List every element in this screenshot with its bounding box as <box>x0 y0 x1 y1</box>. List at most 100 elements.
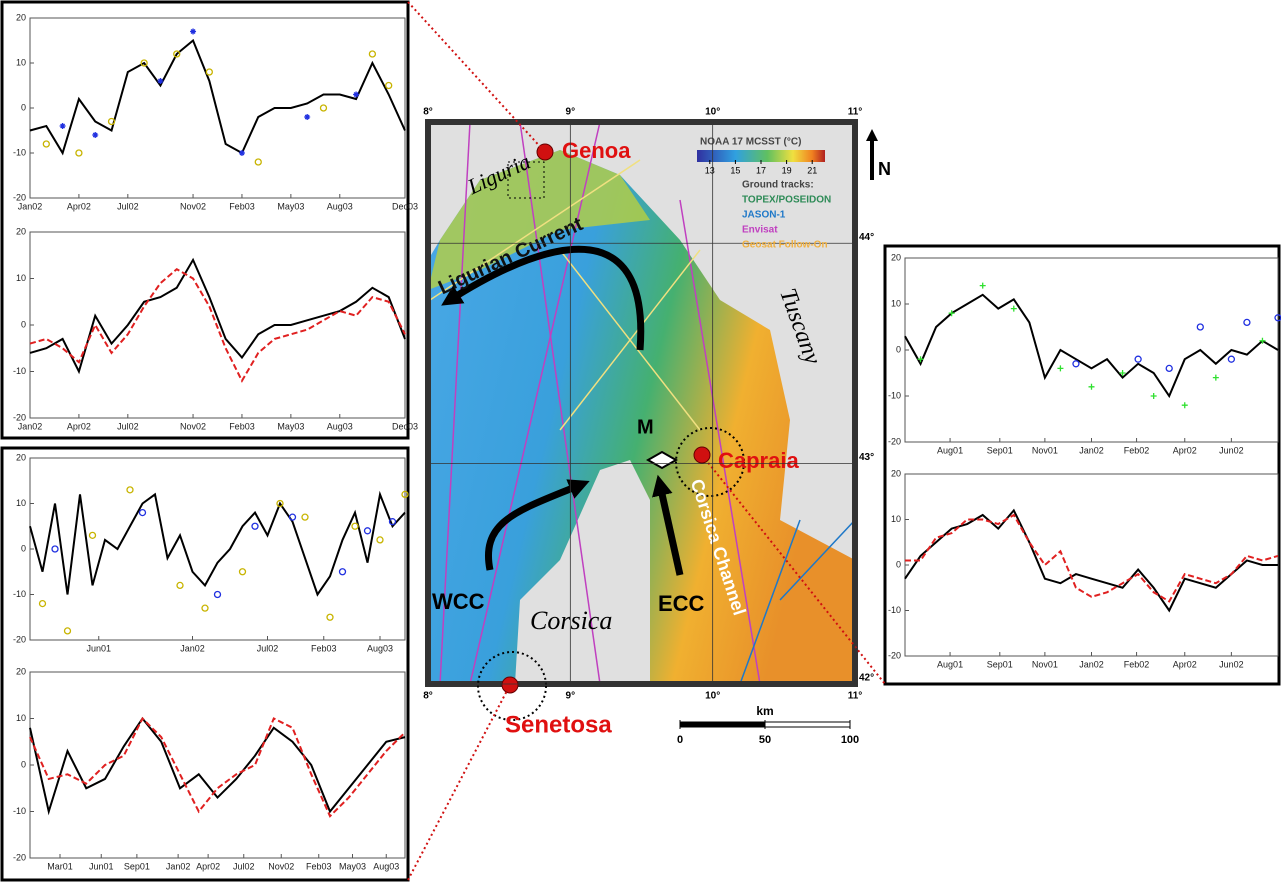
marker <box>1072 360 1080 368</box>
y-tick-label: 10 <box>891 298 901 308</box>
x-tick-label: Dec03 <box>392 421 418 431</box>
marker <box>42 140 50 148</box>
x-tick-label: Jun01 <box>86 643 111 653</box>
x-tick-label: Nov02 <box>180 201 206 211</box>
marker <box>1259 337 1266 344</box>
y-tick-label: -20 <box>13 192 26 202</box>
series-line <box>29 490 406 597</box>
y-tick-label: 10 <box>891 514 901 524</box>
marker <box>205 68 213 76</box>
marker <box>88 531 97 539</box>
marker <box>59 123 66 129</box>
marker <box>126 486 134 494</box>
marker <box>1119 370 1126 376</box>
y-tick-label: 10 <box>16 273 26 283</box>
map-label: N <box>878 159 891 179</box>
y-tick-label: -20 <box>13 634 26 644</box>
map-label: Corsica <box>530 606 612 635</box>
marker <box>107 117 116 126</box>
current-arrow <box>485 479 590 571</box>
x-tick-label: Nov01 <box>1032 659 1058 669</box>
x-tick-label: Apr02 <box>67 421 91 431</box>
marker <box>276 499 284 508</box>
marker <box>238 568 247 576</box>
scale-label: km <box>756 704 773 718</box>
marker <box>304 114 311 120</box>
series-line <box>905 513 1279 603</box>
x-tick-label: 8° <box>423 107 433 118</box>
marker <box>1010 305 1017 312</box>
y-tick-label: 10 <box>16 57 26 67</box>
y-tick-label: -10 <box>13 366 26 376</box>
x-tick-label: Jun02 <box>1219 659 1244 669</box>
marker <box>157 78 164 84</box>
map-label: Capraia <box>718 448 799 473</box>
marker <box>1196 323 1204 331</box>
marker <box>385 81 393 90</box>
y-tick-label: 20 <box>16 12 26 22</box>
plot-area <box>904 473 1279 657</box>
y-tick-label: -10 <box>888 390 901 400</box>
x-tick-label: 10° <box>705 107 720 118</box>
x-tick-label: Jun02 <box>1219 445 1244 455</box>
marker <box>75 149 83 157</box>
y-tick-label: -20 <box>13 852 26 862</box>
y-tick-label: -20 <box>888 650 901 660</box>
link <box>407 684 511 881</box>
colorbar-tick-label: 19 <box>782 165 792 175</box>
marker <box>1274 314 1281 322</box>
marker <box>353 91 360 98</box>
x-tick-label: 10° <box>705 691 720 702</box>
x-tick-label: Aug03 <box>367 643 393 653</box>
x-tick-label: May03 <box>277 201 304 211</box>
y-tick-label: 20 <box>16 666 26 676</box>
y-tick-label: 0 <box>21 102 26 112</box>
x-tick-label: Sep01 <box>124 861 150 871</box>
marker <box>176 581 184 590</box>
colorbar-tick-label: 13 <box>705 165 715 175</box>
colorbar-tick-label: 15 <box>730 165 740 175</box>
marker <box>1212 374 1219 381</box>
marker <box>376 536 384 544</box>
y-tick-label: 42° <box>859 673 874 684</box>
marker <box>1150 393 1157 399</box>
colorbar-tick-label: 21 <box>807 165 817 175</box>
x-tick-label: Mar01 <box>47 861 73 871</box>
marker <box>401 490 409 499</box>
y-tick-label: 20 <box>16 452 26 462</box>
link <box>407 1 546 153</box>
marker <box>190 28 197 35</box>
x-tick-label: 11° <box>848 691 863 702</box>
x-tick-label: Nov02 <box>268 861 294 871</box>
y-tick-label: 0 <box>896 559 901 569</box>
y-tick-label: 0 <box>21 543 26 553</box>
marker <box>338 568 347 576</box>
legend-entry: JASON-1 <box>742 210 786 221</box>
y-tick-label: 43° <box>859 452 874 463</box>
circle <box>477 651 547 721</box>
marker <box>51 545 59 553</box>
x-tick-label: Jan02 <box>18 421 43 431</box>
marker <box>363 527 372 535</box>
tracks-title: Ground tracks: <box>742 180 814 191</box>
y-tick-label: 0 <box>21 319 26 329</box>
marker <box>368 50 377 58</box>
marker <box>201 604 209 612</box>
x-tick-label: Nov01 <box>1032 445 1058 455</box>
marker <box>173 50 181 58</box>
colorbar <box>697 150 825 162</box>
y-tick-label: 10 <box>16 713 26 723</box>
marker <box>1243 318 1251 327</box>
x-tick-label: Aug03 <box>327 421 353 431</box>
marker <box>238 150 245 156</box>
x-tick-label: Feb03 <box>306 861 332 871</box>
plot-area <box>29 17 406 199</box>
marker <box>213 590 222 599</box>
x-tick-label: Apr02 <box>67 201 91 211</box>
x-tick-label: Jan02 <box>180 643 205 653</box>
x-tick-label: Aug01 <box>937 445 963 455</box>
site <box>536 143 554 161</box>
marker <box>138 508 147 517</box>
x-tick-label: Jul02 <box>257 643 279 653</box>
y-tick-label: -10 <box>13 806 26 816</box>
